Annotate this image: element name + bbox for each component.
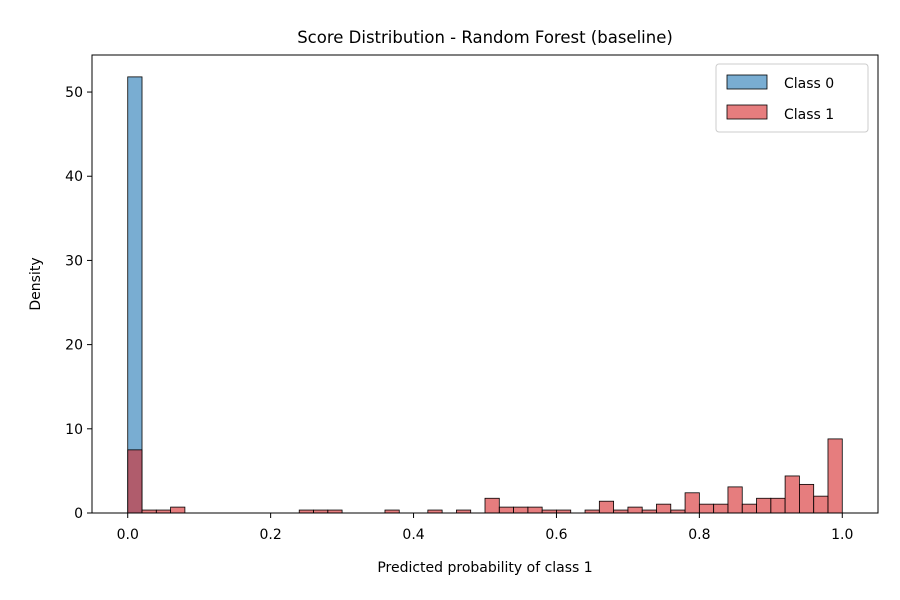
x-tick-label-0: 0.0: [117, 527, 139, 543]
bar-series-1-bin-31: [799, 483, 815, 514]
bar-series-1-bin-29: [770, 497, 786, 514]
bar-series-1-bin-24: [698, 503, 715, 514]
chart-title: Score Distribution - Random Forest (base…: [297, 28, 673, 47]
y-axis-label: Density: [28, 257, 44, 310]
y-tick-label-1: 10: [65, 422, 83, 438]
y-tick-label-2: 20: [65, 338, 83, 354]
bar-series-1-bin-13: [527, 506, 543, 514]
bar-series-1-bin-19: [627, 506, 643, 514]
x-tick-label-5: 1.0: [831, 527, 853, 543]
bar-series-1-bin-30: [784, 475, 800, 514]
x-tick-label-2: 0.4: [402, 527, 424, 543]
x-tick-label-4: 0.8: [688, 527, 710, 543]
bar-series-1-bin-17: [598, 500, 615, 514]
bar-series-1-bin-32: [813, 495, 829, 514]
bar-series-1-bin-28: [756, 497, 772, 514]
legend-swatch-class-1: [726, 104, 768, 120]
bar-series-1-bin-12: [513, 506, 529, 514]
bar-series-1-bin-25: [713, 503, 729, 514]
bar-series-1-bin-11: [498, 506, 514, 514]
bar-series-1-bin-23: [684, 492, 700, 514]
bar-series-1-bin-27: [741, 503, 757, 514]
x-tick-label-1: 0.2: [260, 527, 282, 543]
y-tick-label-4: 40: [65, 169, 83, 185]
x-axis-ticks: 0.0 0.2 0.4 0.6 0.8 1.0: [117, 513, 853, 543]
legend: Class 0 Class 1: [715, 63, 869, 133]
x-axis-label: Predicted probability of class 1: [377, 560, 592, 576]
legend-label-class-0: Class 0: [784, 76, 834, 92]
bar-series-1-bin-10: [484, 497, 500, 514]
bar-series-1-bin-26: [727, 486, 743, 514]
y-tick-label-3: 30: [65, 253, 83, 269]
y-tick-label-5: 50: [65, 85, 83, 101]
x-tick-label-3: 0.6: [545, 527, 567, 543]
bar-series-1-bin-3: [170, 506, 186, 514]
bar-series-1-bin-0: [127, 449, 143, 514]
plot-frame: [91, 54, 879, 514]
y-tick-label-0: 0: [74, 506, 83, 522]
legend-label-class-1: Class 1: [784, 107, 834, 123]
legend-swatch-class-0: [726, 74, 768, 90]
bar-series-1-bin-33: [827, 438, 843, 514]
histogram-bars: [127, 76, 843, 514]
bar-series-1-bin-21: [656, 503, 672, 514]
bar-series-0-bin-0: [127, 76, 143, 514]
y-axis-ticks: 0 10 20 30 40 50: [65, 85, 92, 522]
